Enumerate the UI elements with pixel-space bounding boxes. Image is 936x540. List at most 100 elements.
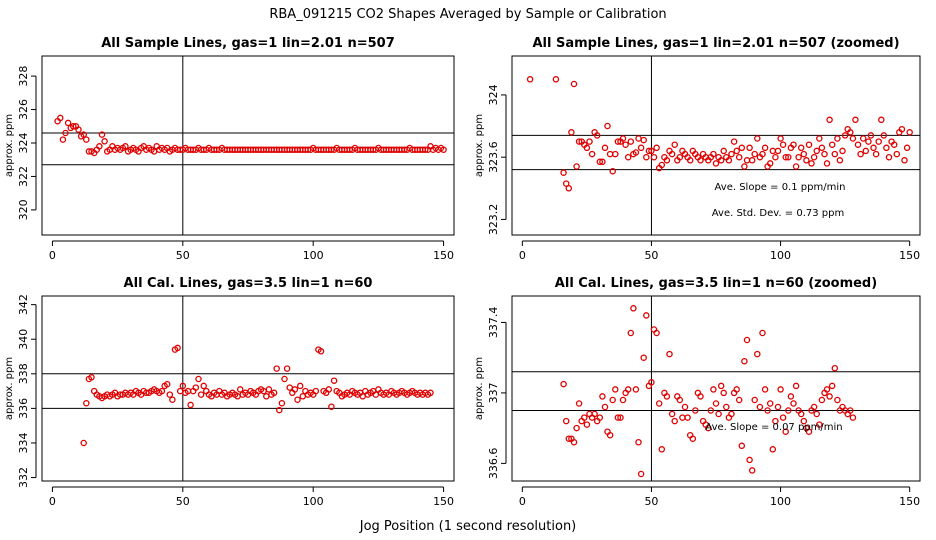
- data-point: [643, 312, 650, 319]
- panel-4: All Cal. Lines, gas=3.5 lin=1 n=60 (zoom…: [474, 276, 921, 508]
- data-point: [70, 123, 77, 130]
- data-point: [686, 157, 694, 164]
- data-point: [658, 446, 666, 453]
- data-point: [859, 135, 867, 142]
- data-point: [80, 439, 87, 447]
- data-point: [738, 442, 746, 450]
- data-point: [790, 400, 797, 407]
- y-tick-label: 336.6: [487, 448, 500, 480]
- data-point: [604, 122, 611, 130]
- data-point: [627, 329, 635, 337]
- data-point: [599, 158, 606, 166]
- data-point: [847, 129, 854, 136]
- data-point: [619, 396, 627, 404]
- data-point: [64, 119, 72, 127]
- data-point: [619, 135, 627, 142]
- data-point: [187, 401, 194, 409]
- data-point: [575, 400, 583, 407]
- data-point: [653, 329, 660, 337]
- data-point: [743, 336, 751, 344]
- data-point: [813, 147, 820, 155]
- plot-frame: [511, 55, 921, 236]
- x-tick-label: 0: [49, 249, 56, 262]
- data-point: [772, 153, 779, 161]
- data-point: [609, 396, 616, 404]
- data-point: [265, 386, 273, 393]
- data-point: [101, 138, 108, 145]
- data-point: [622, 141, 629, 148]
- data-point: [624, 153, 632, 161]
- data-point: [581, 414, 588, 421]
- x-tick-label: 100: [303, 495, 324, 508]
- data-point: [562, 417, 570, 425]
- data-point: [759, 329, 766, 337]
- y-axis-label: approx. ppm: [474, 357, 485, 420]
- data-point: [283, 365, 291, 372]
- x-tick-label: 150: [433, 495, 454, 508]
- data-point: [746, 144, 753, 152]
- data-point: [166, 391, 174, 398]
- data-point: [617, 414, 624, 421]
- data-point: [862, 147, 870, 155]
- data-point: [898, 125, 906, 133]
- data-point: [816, 135, 823, 142]
- data-point: [174, 344, 181, 352]
- data-point: [728, 410, 735, 418]
- data-point: [197, 391, 205, 398]
- data-point: [782, 428, 789, 435]
- data-point: [681, 403, 689, 411]
- y-tick-label: 337.4: [487, 307, 500, 339]
- y-tick-label: 323.2: [487, 204, 500, 236]
- x-tick-label: 0: [519, 495, 526, 508]
- data-point: [291, 386, 299, 393]
- data-point: [588, 150, 596, 158]
- data-point: [756, 403, 764, 411]
- data-point: [803, 157, 810, 164]
- panel-3: All Cal. Lines, gas=3.5 lin=1 n=60 0 50 100…: [4, 276, 455, 508]
- data-point: [632, 386, 640, 393]
- data-point: [676, 153, 684, 161]
- data-point: [648, 379, 655, 386]
- data-point: [715, 410, 722, 418]
- data-point: [169, 396, 176, 403]
- data-point: [823, 160, 831, 167]
- data-point: [281, 375, 288, 383]
- data-point: [692, 407, 699, 414]
- panel-2: All Sample Lines, gas=1 lin=2.01 n=507 (…: [474, 36, 921, 262]
- data-point: [294, 396, 301, 403]
- data-point: [552, 76, 560, 83]
- y-tick-label: 323.6: [487, 141, 500, 173]
- data-point: [741, 357, 748, 365]
- data-point: [440, 146, 447, 153]
- data-point: [901, 157, 908, 164]
- data-point: [818, 144, 826, 152]
- figure-title: RBA_091215 CO2 Shapes Averaged by Sample…: [269, 7, 666, 22]
- data-point: [573, 163, 580, 170]
- data-point: [601, 403, 609, 411]
- data-point: [596, 158, 604, 166]
- y-tick-label: 324: [487, 84, 500, 105]
- panel-1: All Sample Lines, gas=1 lin=2.01 n=507 0 5…: [4, 36, 455, 262]
- x-tick-label: 100: [770, 249, 791, 262]
- data-point: [849, 414, 857, 421]
- data-point: [710, 150, 717, 158]
- x-tick-label: 100: [303, 249, 324, 262]
- data-point: [668, 410, 676, 418]
- data-point: [730, 138, 738, 145]
- data-point: [766, 160, 774, 167]
- data-point: [560, 169, 567, 176]
- data-point: [671, 141, 678, 148]
- data-point: [800, 150, 808, 158]
- data-point: [83, 136, 90, 143]
- x-tick-label: 50: [644, 495, 658, 508]
- data-point: [573, 424, 580, 432]
- data-point: [792, 163, 800, 170]
- y-tick-label: 340: [17, 329, 30, 350]
- plot-frame: [41, 295, 455, 482]
- data-point: [823, 386, 831, 393]
- data-point: [689, 435, 697, 442]
- data-point: [570, 438, 578, 446]
- data-point: [867, 132, 875, 139]
- data-point: [808, 160, 815, 167]
